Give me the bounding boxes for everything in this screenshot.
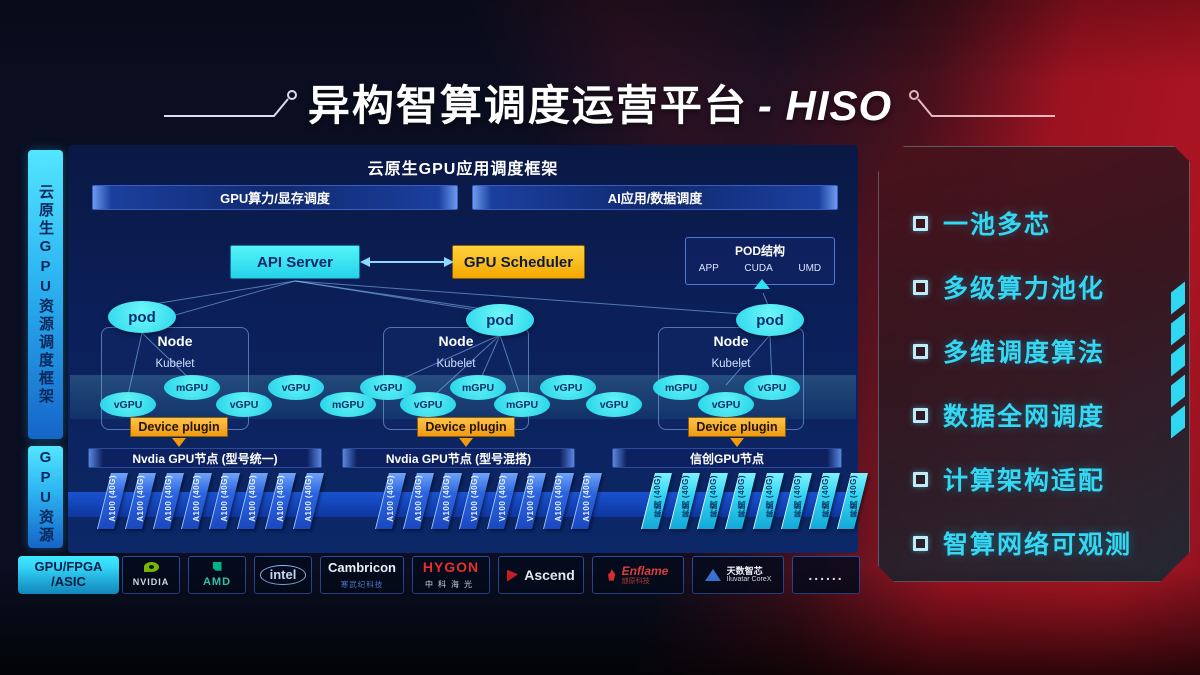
gpu-unit: vGPU	[216, 392, 272, 417]
gpu-unit: vGPU	[744, 375, 800, 400]
gpu-unit: vGPU	[268, 375, 324, 400]
gpu-unit: vGPU	[100, 392, 156, 417]
pod-ellipse-2: pod	[466, 304, 534, 336]
device-plugin-arrow-icon	[459, 438, 473, 447]
main-architecture-panel: 云原生GPU应用调度框架 GPU算力/显存调度 AI应用/数据调度	[68, 145, 858, 553]
gpu-unit: mGPU	[494, 392, 550, 417]
gpu-unit: vGPU	[586, 392, 642, 417]
gpu-unit: mGPU	[164, 375, 220, 400]
gpu-unit: vGPU	[540, 375, 596, 400]
gpu-unit: mGPU	[653, 375, 709, 400]
gpu-unit: mGPU	[450, 375, 506, 400]
device-plugin-arrow-icon	[172, 438, 186, 447]
device-plugin-2: Device plugin	[417, 417, 515, 437]
connection-lines	[125, 257, 773, 402]
pod-ellipse-3: pod	[736, 304, 804, 336]
gpu-unit: vGPU	[698, 392, 754, 417]
gpu-unit: mGPU	[320, 392, 376, 417]
device-plugin-3: Device plugin	[688, 417, 786, 437]
pod-ellipse-1: pod	[108, 301, 176, 333]
device-plugin-arrow-icon	[730, 438, 744, 447]
device-plugin-1: Device plugin	[130, 417, 228, 437]
gpu-unit: vGPU	[400, 392, 456, 417]
